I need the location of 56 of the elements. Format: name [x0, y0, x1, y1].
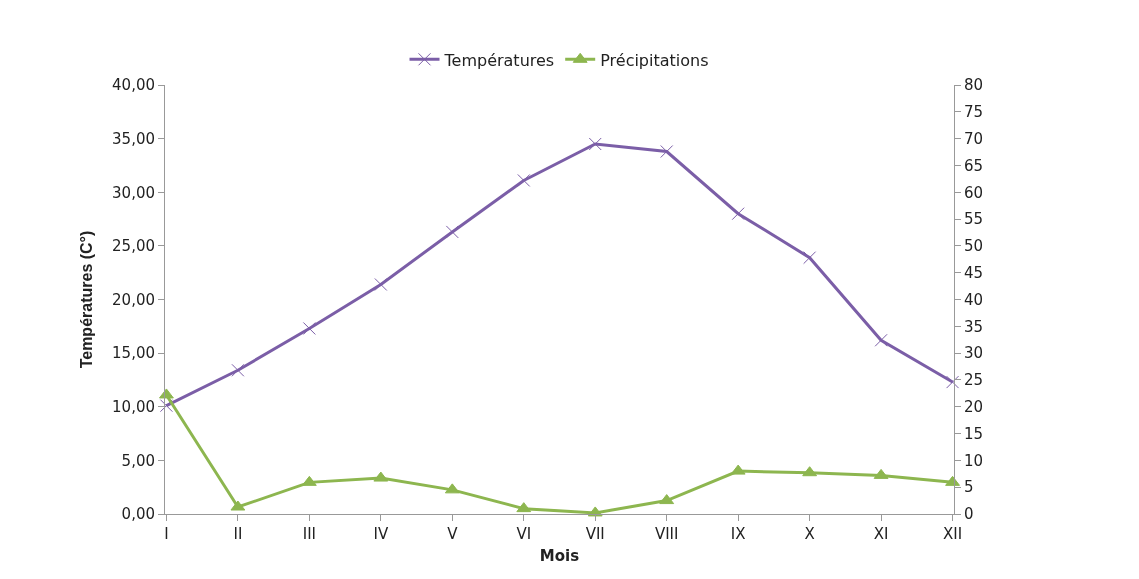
y2-tick-label: 25 — [964, 371, 984, 390]
y2-tick-label: 45 — [964, 263, 984, 282]
y2-tick-label: 55 — [964, 210, 984, 229]
x-tick-label: VI — [516, 525, 532, 543]
y-tick-label: 15,00 — [112, 344, 155, 363]
y-tick-label: 25,00 — [112, 237, 155, 256]
y-tick-label: 30,00 — [112, 183, 155, 202]
y2-tick-label: 20 — [964, 398, 984, 416]
point — [588, 137, 602, 151]
x-axis-title: Mois — [539, 547, 580, 565]
x-tick-label: VIII — [654, 525, 679, 543]
point — [945, 475, 960, 486]
x-tick-label: VII — [585, 525, 605, 543]
x-tick-label: V — [447, 525, 459, 543]
y2-tick-label: 0 — [964, 505, 974, 524]
x-tick-label: III — [302, 525, 316, 543]
y2-tick-label: 35 — [964, 317, 984, 336]
point — [231, 363, 245, 377]
y2-tick-label: 10 — [964, 451, 984, 470]
y-axis-title: Températures (C°) — [77, 230, 95, 369]
point — [874, 333, 888, 347]
point — [731, 207, 745, 221]
y2-tick-label: 75 — [964, 103, 984, 122]
y2-tick-label: 80 — [964, 76, 984, 95]
x-tick-label: XII — [943, 525, 963, 543]
legend-label: Températures — [443, 50, 555, 70]
x-tick-label: I — [164, 525, 169, 543]
y2-tick-label: 15 — [964, 424, 984, 443]
y2-tick-label: 65 — [964, 156, 984, 175]
x-tick-label: II — [233, 525, 243, 543]
y2-tick-label: 70 — [964, 129, 984, 148]
point — [445, 225, 459, 239]
y-tick-label: 5,00 — [121, 451, 155, 470]
point — [660, 145, 674, 158]
y2-tick-label: 50 — [964, 237, 984, 256]
legend-label: Précipitations — [600, 50, 709, 70]
y-tick-label: 20,00 — [112, 290, 155, 309]
y-tick-label: 40,00 — [112, 76, 155, 95]
point — [159, 388, 174, 399]
point — [517, 173, 531, 187]
y2-tick-label: 5 — [964, 478, 974, 497]
y2-tick-label: 30 — [964, 344, 984, 363]
x-tick-label: XI — [873, 525, 889, 543]
x-tick-label: IV — [373, 525, 389, 543]
y-tick-label: 35,00 — [112, 129, 155, 148]
y2-tick-label: 60 — [964, 183, 984, 202]
point — [803, 251, 817, 265]
x-tick-label: IX — [730, 525, 746, 543]
point — [374, 277, 388, 291]
x-tick-label: X — [804, 525, 815, 543]
point — [302, 321, 316, 335]
y-tick-label: 10,00 — [112, 398, 155, 416]
point — [159, 399, 173, 413]
point — [946, 375, 960, 389]
y-tick-label: 0,00 — [121, 505, 155, 524]
y2-tick-label: 40 — [964, 290, 984, 309]
